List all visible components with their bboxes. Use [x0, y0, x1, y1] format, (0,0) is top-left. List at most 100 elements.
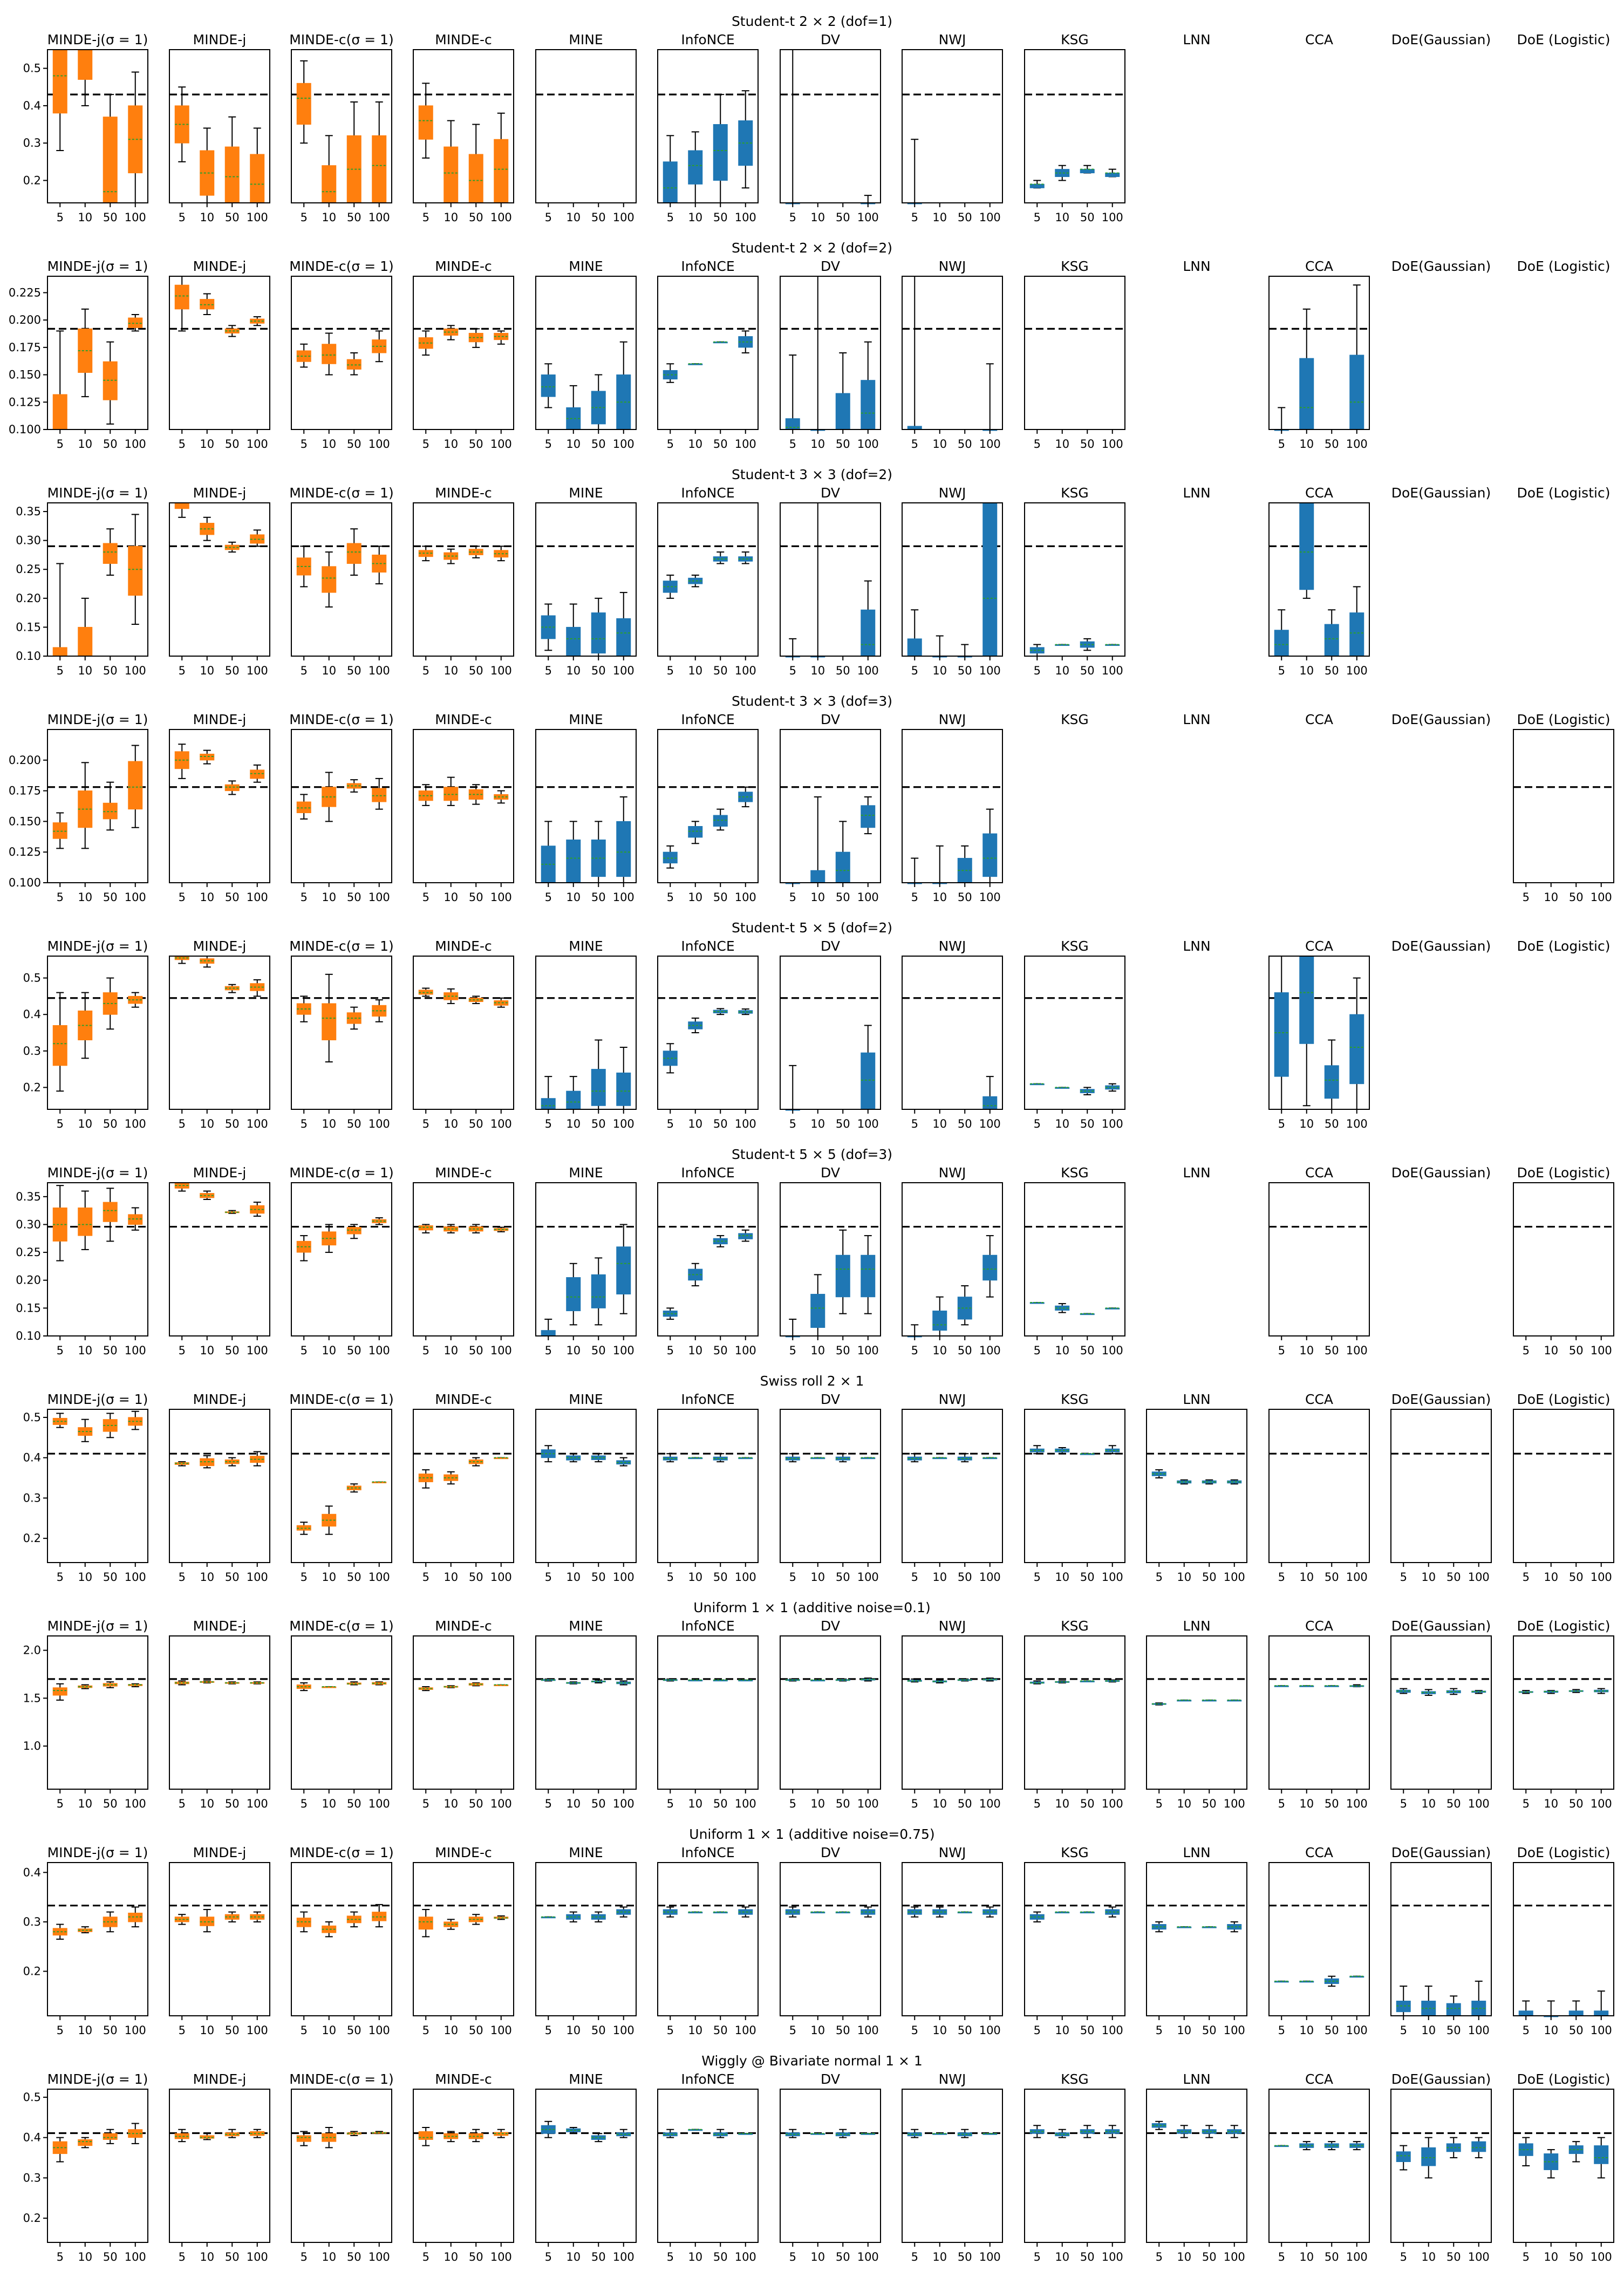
x-tick-label: 100	[735, 1571, 756, 1584]
x-tick-label: 10	[932, 1797, 947, 1810]
box-10	[1299, 956, 1314, 1107]
x-tick-label: 5	[422, 438, 429, 451]
x-tick-label: 100	[613, 1797, 634, 1810]
box-5	[296, 1522, 311, 1535]
axes-frame	[535, 956, 637, 1110]
subplot-title: CCA	[1305, 32, 1333, 47]
subplot-title: CCA	[1305, 1618, 1333, 1634]
box-10	[566, 603, 581, 657]
x-tick-label: 10	[810, 1797, 825, 1810]
subplot: KSG 5 10 50 100	[1024, 1618, 1125, 1810]
subplot-title: MINDE-c	[435, 2071, 492, 2087]
x-tick-label: 5	[1400, 2250, 1407, 2263]
axes-frame	[535, 1862, 637, 2016]
box-100	[982, 1677, 998, 1682]
subplot-title: DoE(Gaussian)	[1391, 1165, 1491, 1181]
x-tick-label: 50	[1202, 2250, 1217, 2263]
subplot: MINDE-c 5 10 50 100	[413, 938, 514, 1130]
subplot: DoE(Gaussian) 5 10 50 100	[1390, 2071, 1492, 2263]
subplot: CCA	[1305, 712, 1333, 727]
box-10	[688, 131, 703, 203]
x-tick-label: 10	[566, 891, 581, 904]
subplot-title: CCA	[1305, 485, 1333, 501]
subplot: DoE(Gaussian)	[1391, 485, 1491, 501]
axes-frame	[1268, 1635, 1370, 1790]
subplot: CCA	[1305, 32, 1333, 47]
x-tick-label: 10	[1055, 1344, 1069, 1357]
row-6: Swiss roll 2 × 1 MINDE-j(σ = 1) 5 10 50 100 0.…	[23, 1373, 1614, 1584]
box-5	[52, 1413, 67, 1428]
subplot-title: MINDE-j(σ = 1)	[47, 1392, 148, 1407]
x-tick-label: 5	[57, 664, 64, 677]
x-tick-label: 50	[1569, 2024, 1584, 2037]
box-100	[250, 1451, 265, 1467]
box-5	[1029, 644, 1045, 656]
subplot-title: MINDE-c	[435, 1392, 492, 1407]
axes-frame	[47, 276, 148, 430]
box-10	[1055, 2129, 1070, 2138]
box-100	[372, 1481, 387, 1484]
y-tick-label: 0.35	[16, 1190, 41, 1203]
x-tick-label: 10	[1544, 2024, 1558, 2037]
box-100	[738, 1906, 753, 1918]
subplot: MINE 5 10 50 100	[535, 32, 637, 224]
axes-frame	[902, 502, 1003, 657]
x-tick-label: 50	[958, 664, 972, 677]
box-100	[128, 1207, 143, 1231]
box-5	[418, 987, 433, 997]
x-tick-label: 10	[443, 1344, 458, 1357]
box-body	[296, 83, 311, 125]
box-body	[1518, 2010, 1533, 2016]
axes-frame	[1513, 1182, 1614, 1336]
subplot: MINDE-j 5 10 50 100	[169, 1165, 270, 1357]
box-body	[835, 1254, 850, 1298]
subplot: DoE (Logistic) 5 10 50 100	[1513, 1392, 1614, 1584]
box-100	[494, 112, 509, 203]
subplot: MINE 5 10 50 100	[535, 1392, 637, 1584]
box-50	[591, 2133, 606, 2143]
x-tick-label: 100	[369, 664, 390, 677]
axes-frame	[169, 956, 270, 1110]
x-tick-label: 100	[1102, 1571, 1123, 1584]
subplot-title: MINDE-c(σ = 1)	[289, 485, 394, 501]
x-tick-label: 5	[789, 1797, 796, 1810]
axes-frame	[413, 956, 514, 1110]
box-5	[418, 545, 433, 562]
axes-frame	[1390, 1409, 1492, 1563]
box-50	[957, 1678, 972, 1682]
x-tick-label: 100	[857, 211, 879, 224]
row-2: Student-t 3 × 3 (dof=2) MINDE-j(σ = 1) 5 10…	[16, 467, 1610, 677]
x-tick-label: 100	[613, 891, 634, 904]
subplot-title: NWJ	[939, 32, 966, 47]
x-tick-label: 50	[347, 891, 361, 904]
box-50	[346, 1911, 361, 1928]
axes-frame	[47, 956, 148, 1110]
box-body	[616, 1246, 631, 1295]
x-tick-label: 5	[422, 1571, 429, 1584]
subplot-title: MINDE-j	[193, 258, 247, 274]
x-tick-label: 100	[369, 438, 390, 451]
subplot: MINDE-j 5 10 50 100	[169, 258, 270, 451]
x-tick-label: 5	[1278, 438, 1285, 451]
x-tick-label: 10	[78, 1344, 92, 1357]
x-tick-label: 5	[57, 1344, 64, 1357]
subplot: MINDE-c 5 10 50 100	[413, 712, 514, 904]
x-tick-label: 10	[1055, 2250, 1069, 2263]
x-tick-label: 100	[247, 664, 268, 677]
x-tick-label: 100	[1591, 1344, 1612, 1357]
subplot: MINDE-j 5 10 50 100	[169, 938, 270, 1130]
box-5	[174, 502, 189, 518]
box-50	[224, 1681, 240, 1685]
box-50	[468, 124, 483, 203]
box-10	[810, 1679, 825, 1682]
subplot: MINDE-c(σ = 1) 5 10 50 100	[289, 2071, 394, 2263]
x-tick-label: 5	[911, 891, 918, 904]
box-100	[616, 2129, 631, 2138]
x-tick-label: 5	[422, 1344, 429, 1357]
x-tick-label: 10	[322, 664, 336, 677]
x-tick-label: 50	[1080, 664, 1095, 677]
x-tick-label: 10	[688, 438, 702, 451]
x-tick-label: 5	[301, 891, 308, 904]
x-tick-label: 10	[688, 1117, 702, 1130]
box-5	[174, 1680, 189, 1686]
